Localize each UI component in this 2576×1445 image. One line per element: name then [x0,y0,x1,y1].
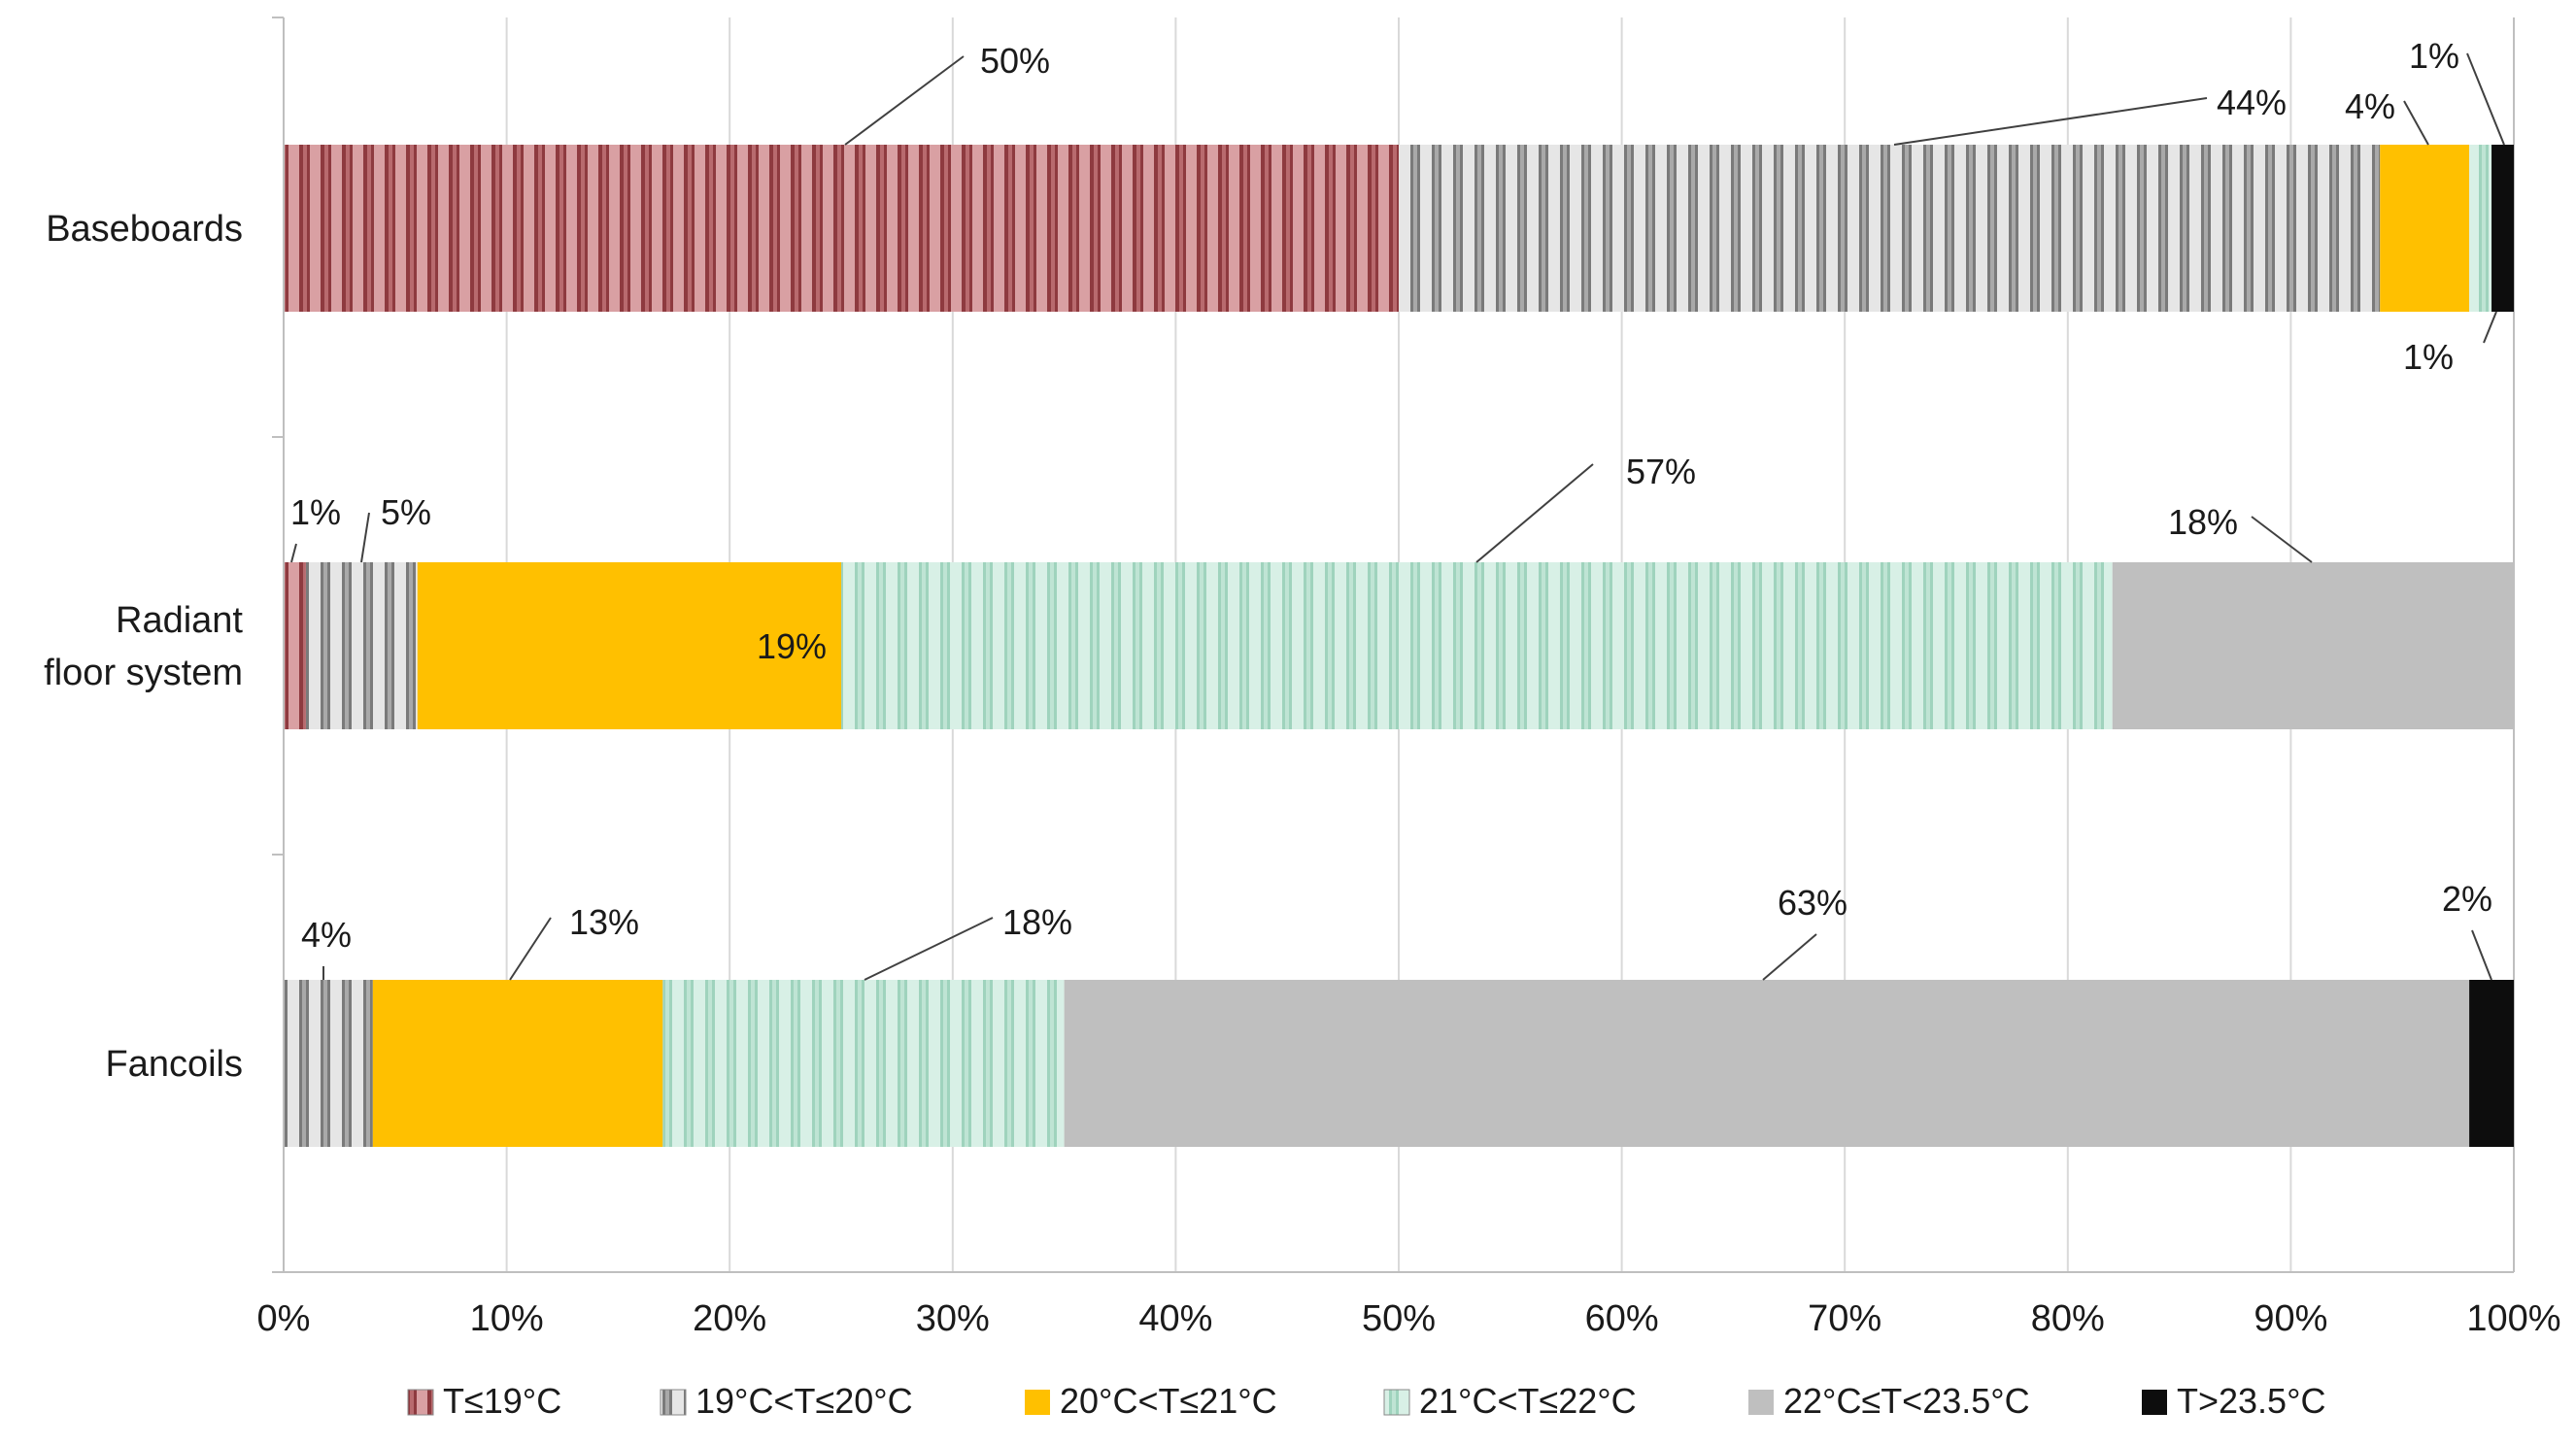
legend-swatch [1383,1389,1410,1416]
leader-line [360,512,370,563]
x-tick-label: 20% [693,1298,766,1339]
legend-swatch [660,1389,687,1416]
legend-label: 21°C<T≤22°C [1419,1381,1637,1421]
data-label: 2% [2442,879,2492,919]
legend-label: 22°C≤T<23.5°C [1783,1381,2030,1421]
leader-line [509,917,552,981]
x-tick-label: 10% [470,1298,544,1339]
category-label: Baseboards [46,209,243,250]
data-label: 18% [1002,902,1072,942]
bar-segment [284,562,306,729]
data-labels: 50% 44% 4% 1% 1% 1% 5% 19% 57% 18% 4% 13% 18% 63% 2% [290,36,2505,981]
legend-label: 20°C<T≤21°C [1060,1381,1277,1421]
legend-swatch [1748,1390,1774,1415]
legend-label: T≤19°C [443,1381,561,1421]
bar-segment [2491,145,2514,312]
data-label: 13% [569,902,639,942]
data-label: 44% [2217,83,2287,122]
x-tick-label: 80% [2031,1298,2105,1339]
bar-segment [662,980,1065,1147]
leader-line [864,917,994,981]
x-tick-label: 0% [257,1298,311,1339]
bar-segment [2380,145,2470,312]
leader-line [2403,100,2429,146]
leader-line [1762,933,1817,981]
data-label: 5% [381,492,431,532]
data-label: 57% [1626,452,1696,491]
bar-segment [284,980,373,1147]
x-tick-label: 40% [1138,1298,1212,1339]
bar-segment [2469,980,2514,1147]
bar-segment [2112,562,2514,729]
leader-line [2466,52,2505,146]
x-tick-label: 100% [2466,1298,2560,1339]
x-tick-label: 30% [916,1298,990,1339]
data-label: 18% [2168,502,2238,542]
leader-line [2483,311,2497,344]
category-label: Radiant floor system [44,600,243,693]
legend-swatch [1025,1390,1050,1415]
leader-line [1475,463,1594,563]
data-label: 63% [1778,883,1847,923]
leader-line [1893,97,2208,146]
data-label: 1% [2409,36,2459,76]
legend-label: 19°C<T≤20°C [695,1381,913,1421]
x-tick-label: 90% [2254,1298,2327,1339]
leader-line [844,55,965,146]
bar-segment [305,562,418,729]
bar-segment [284,145,1399,312]
data-label: 4% [2345,86,2395,126]
category-label: Fancoils [106,1044,244,1085]
bar-segment [417,562,841,729]
data-label: 4% [301,915,352,955]
bar-segment [372,980,663,1147]
legend-swatch [2142,1390,2167,1415]
x-tick-label: 70% [1808,1298,1881,1339]
legend-swatch [407,1389,434,1416]
bar-segment [1399,145,2381,312]
legend: T≤19°C 19°C<T≤20°C 20°C<T≤21°C 21°C<T≤22°C 2… [407,1381,2325,1421]
leader-line [2471,929,2492,981]
bar-segment [841,562,2113,729]
x-tick-label: 50% [1362,1298,1436,1339]
bar-segment [2469,145,2492,312]
x-tick-label: 60% [1585,1298,1659,1339]
leader-line [290,543,297,563]
data-label: 19% [757,626,827,666]
legend-label: T>23.5°C [2177,1381,2325,1421]
data-label: 50% [980,41,1050,81]
data-label: 1% [2403,337,2454,377]
axes: 0% 10% 20% 30% 40% 50% 60% 70% 80% 90% 100% Baseboa… [44,17,2561,1339]
data-label: 1% [290,492,341,532]
leader-line [2251,516,2313,563]
bars [284,145,2514,1147]
bar-segment [1064,980,2470,1147]
